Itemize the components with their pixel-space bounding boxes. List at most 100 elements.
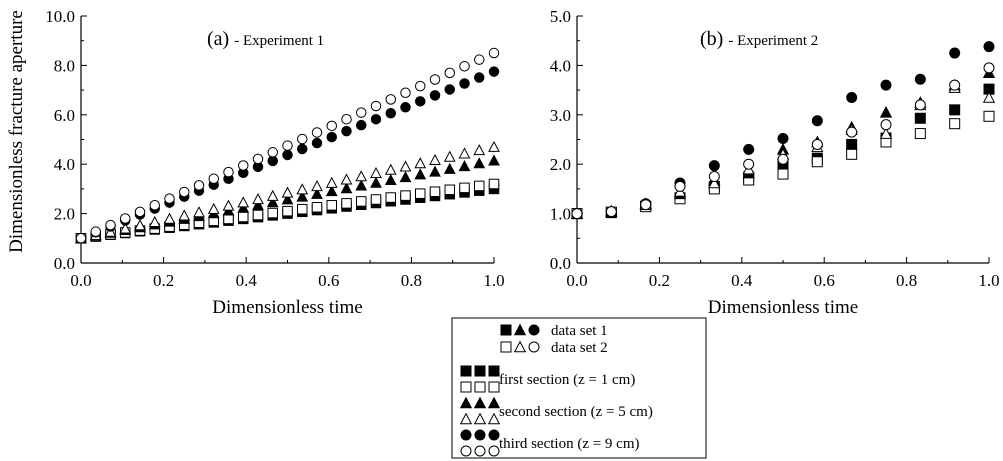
x-tick-label: 1.0: [483, 271, 504, 290]
panel-subtitle: - Experiment 1: [234, 33, 324, 49]
data-point: [326, 131, 337, 143]
data-point: [879, 106, 893, 118]
data-point: [341, 113, 352, 125]
y-tick-label: 4.0: [54, 155, 75, 174]
x-tick-label: 0.2: [649, 271, 670, 290]
data-point: [119, 222, 132, 234]
data-point: [341, 125, 352, 137]
y-tick-label: 0.0: [54, 254, 75, 273]
legend-triangle-filled: [487, 396, 501, 409]
data-point: [238, 160, 249, 171]
y-tick-label: 10.0: [45, 7, 75, 26]
x-tick-label: 0.2: [153, 271, 174, 290]
data-point: [429, 165, 441, 177]
data-point: [148, 215, 161, 227]
data-point: [880, 119, 892, 131]
legend-circle-open: [528, 341, 540, 353]
panel-label: (b): [700, 28, 723, 50]
data-point: [777, 133, 789, 145]
data-point: [282, 149, 293, 161]
legend-circle-filled: [488, 429, 500, 441]
legend-triangle-filled: [459, 396, 473, 409]
data-point: [296, 183, 309, 195]
data-point: [340, 182, 353, 194]
data-point: [429, 90, 441, 101]
legend-triangle-filled: [513, 323, 527, 336]
data-point: [282, 205, 293, 217]
data-point: [385, 192, 396, 203]
panel-b-chart: 0.0 0.2 0.4 0.6 0.8 1.0 0.0 1.0 2.0 3.0 4.0 5.0 Dime…: [550, 7, 1000, 318]
data-point: [385, 108, 396, 119]
data-point: [193, 180, 205, 191]
data-point: [640, 199, 652, 211]
data-point: [708, 171, 720, 183]
data-point: [488, 66, 500, 77]
data-point: [311, 137, 323, 149]
data-point: [914, 99, 926, 111]
data-point: [356, 107, 367, 118]
data-point: [982, 91, 996, 103]
data-point: [459, 182, 470, 194]
legend-triangle-open: [473, 412, 487, 425]
data-point: [296, 190, 309, 202]
y-tick-label: 8.0: [54, 56, 75, 75]
data-point: [488, 154, 500, 166]
data-point: [370, 113, 382, 125]
data-point: [164, 193, 175, 204]
legend-circle-filled: [460, 429, 472, 441]
data-point: [223, 213, 234, 225]
data-point: [488, 178, 500, 190]
data-point: [384, 163, 397, 175]
data-point: [370, 100, 382, 112]
data-point: [326, 200, 337, 211]
panel-a-chart: 0.0 0.2 0.4 0.6 0.8 1.0 0.0 2.0 4.0 6.0 8.0 10.0 Dim…: [6, 7, 505, 318]
data-point: [340, 173, 353, 185]
legend-square-open: [488, 381, 500, 393]
x-axis-label: Dimensionless time: [212, 297, 362, 318]
data-point: [914, 112, 926, 124]
series-triangle-open: [570, 81, 996, 219]
data-point: [415, 96, 426, 107]
data-point: [193, 206, 205, 218]
data-point: [846, 138, 858, 150]
legend-second-section: second section (z = 5 cm): [499, 404, 653, 420]
legend-square-filled: [500, 324, 512, 336]
data-point: [179, 186, 190, 198]
data-point: [811, 156, 823, 168]
legend-third-section: third section (z = 9 cm): [499, 436, 640, 452]
data-point: [370, 176, 382, 188]
data-point: [341, 198, 352, 209]
data-point: [429, 74, 441, 85]
data-point: [105, 219, 116, 231]
data-point: [459, 78, 470, 89]
data-point: [743, 143, 755, 155]
x-tick-label: 0.4: [731, 271, 753, 290]
series-circle-filled: [571, 41, 995, 220]
x-tick-label: 1.0: [978, 271, 999, 290]
data-point: [267, 207, 278, 219]
data-point: [880, 79, 892, 91]
data-point: [237, 201, 250, 213]
data-point: [674, 180, 686, 192]
data-point: [846, 148, 858, 160]
data-point: [400, 87, 411, 98]
data-point: [414, 168, 427, 180]
x-tick-label: 0.4: [236, 271, 258, 290]
y-tick-label: 4.0: [550, 56, 571, 75]
data-point: [474, 180, 485, 192]
data-point: [297, 203, 308, 215]
data-point: [983, 62, 995, 74]
legend-square-open: [460, 381, 472, 393]
data-point: [474, 72, 485, 83]
data-point: [384, 173, 397, 185]
data-point: [983, 110, 995, 122]
legend-circle-open: [460, 445, 472, 457]
data-point: [311, 127, 323, 138]
data-point: [237, 196, 250, 208]
data-point: [356, 119, 367, 131]
data-point: [488, 47, 500, 59]
data-point: [914, 128, 926, 140]
data-point: [75, 233, 87, 244]
data-point: [458, 159, 471, 172]
